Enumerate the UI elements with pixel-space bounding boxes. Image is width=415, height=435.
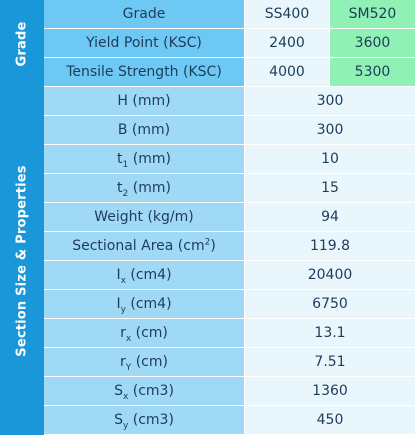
property-row-iy: Iy (cm4) 6750 bbox=[44, 290, 415, 319]
property-label: Iy (cm4) bbox=[44, 290, 245, 319]
grade-side-label: Grade bbox=[14, 21, 30, 66]
grade-ss400-header: SS400 bbox=[245, 0, 330, 29]
property-value: 6750 bbox=[245, 290, 415, 319]
property-value: 1360 bbox=[245, 377, 415, 406]
property-value: 10 bbox=[245, 145, 415, 174]
property-value: 13.1 bbox=[245, 319, 415, 348]
property-label: Ix (cm4) bbox=[44, 261, 245, 290]
grade-header-row: Grade SS400 SM520 bbox=[44, 0, 415, 29]
grade-label: Grade bbox=[44, 0, 245, 29]
property-row-b: B (mm) 300 bbox=[44, 116, 415, 145]
property-row-sx: Sx (cm3) 1360 bbox=[44, 377, 415, 406]
grade-side-header: Grade bbox=[0, 0, 44, 87]
yield-point-row: Yield Point (KSC) 2400 3600 bbox=[44, 29, 415, 58]
grade-sm520-header: SM520 bbox=[330, 0, 415, 29]
property-value: 7.51 bbox=[245, 348, 415, 377]
property-label: rY (cm) bbox=[44, 348, 245, 377]
property-label: rx (cm) bbox=[44, 319, 245, 348]
property-label: Sectional Area (cm2) bbox=[44, 232, 245, 261]
property-label: B (mm) bbox=[44, 116, 245, 145]
property-row-weight: Weight (kg/m) 94 bbox=[44, 203, 415, 232]
property-value: 300 bbox=[245, 116, 415, 145]
property-label: t2 (mm) bbox=[44, 174, 245, 203]
property-value: 15 bbox=[245, 174, 415, 203]
yield-point-label: Yield Point (KSC) bbox=[44, 29, 245, 58]
tensile-strength-row: Tensile Strength (KSC) 4000 5300 bbox=[44, 58, 415, 87]
property-label: Sy (cm3) bbox=[44, 406, 245, 435]
property-row-t2: t2 (mm) 15 bbox=[44, 174, 415, 203]
property-row-sy: Sy (cm3) 450 bbox=[44, 406, 415, 435]
property-value: 20400 bbox=[245, 261, 415, 290]
yield-point-sm520: 3600 bbox=[330, 29, 415, 58]
property-row-sectional-area: Sectional Area (cm2) 119.8 bbox=[44, 232, 415, 261]
tensile-strength-ss400: 4000 bbox=[245, 58, 330, 87]
property-label: Sx (cm3) bbox=[44, 377, 245, 406]
property-value: 119.8 bbox=[245, 232, 415, 261]
property-value: 94 bbox=[245, 203, 415, 232]
property-row-ry: rY (cm) 7.51 bbox=[44, 348, 415, 377]
property-row-rx: rx (cm) 13.1 bbox=[44, 319, 415, 348]
property-label: H (mm) bbox=[44, 87, 245, 116]
tensile-strength-sm520: 5300 bbox=[330, 58, 415, 87]
section-properties-side-header: Section Size & Properties bbox=[0, 87, 44, 435]
property-value: 300 bbox=[245, 87, 415, 116]
property-label: Weight (kg/m) bbox=[44, 203, 245, 232]
property-row-ix: Ix (cm4) 20400 bbox=[44, 261, 415, 290]
property-row-h: H (mm) 300 bbox=[44, 87, 415, 116]
property-value: 450 bbox=[245, 406, 415, 435]
property-label: t1 (mm) bbox=[44, 145, 245, 174]
yield-point-ss400: 2400 bbox=[245, 29, 330, 58]
section-properties-side-label: Section Size & Properties bbox=[14, 165, 30, 357]
property-row-t1: t1 (mm) 10 bbox=[44, 145, 415, 174]
tensile-strength-label: Tensile Strength (KSC) bbox=[44, 58, 245, 87]
